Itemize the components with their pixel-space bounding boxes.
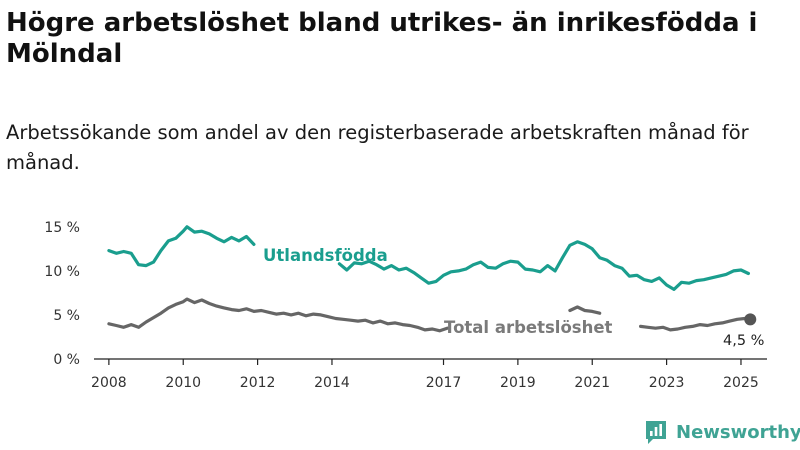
brand-name: Newsworthy <box>676 421 800 443</box>
series-label-utlandsfodda: Utlandsfödda <box>263 246 388 265</box>
chart-subtitle: Arbetssökande som andel av den registerb… <box>6 121 749 174</box>
x-tick-label: 2012 <box>240 375 276 391</box>
last-value-marker <box>744 313 757 326</box>
x-tick-label: 2017 <box>426 375 462 391</box>
last-value-label: 4,5 % <box>723 333 764 349</box>
y-tick-label: 10 % <box>44 264 80 280</box>
series-line-utlandsfodda <box>107 225 750 291</box>
x-tick-label: 2021 <box>574 375 610 391</box>
x-tick-label: 2014 <box>314 375 350 391</box>
y-tick-label: 5 % <box>53 308 80 324</box>
x-tick-label: 2025 <box>723 375 759 391</box>
x-tick-label: 2008 <box>91 375 127 391</box>
newsworthy-brand: Newsworthy <box>644 419 800 445</box>
y-tick-label: 15 % <box>44 220 80 236</box>
x-tick-label: 2019 <box>500 375 536 391</box>
x-tick-label: 2010 <box>165 375 201 391</box>
y-tick-label: 0 % <box>53 352 80 368</box>
x-tick-label: 2023 <box>649 375 685 391</box>
series-line-total <box>107 297 752 333</box>
chart-title: Högre arbetslöshet bland utrikes- än inr… <box>6 8 758 69</box>
series-label-total: Total arbetslöshet <box>444 318 613 337</box>
bar-chart-logo-icon <box>646 421 666 444</box>
